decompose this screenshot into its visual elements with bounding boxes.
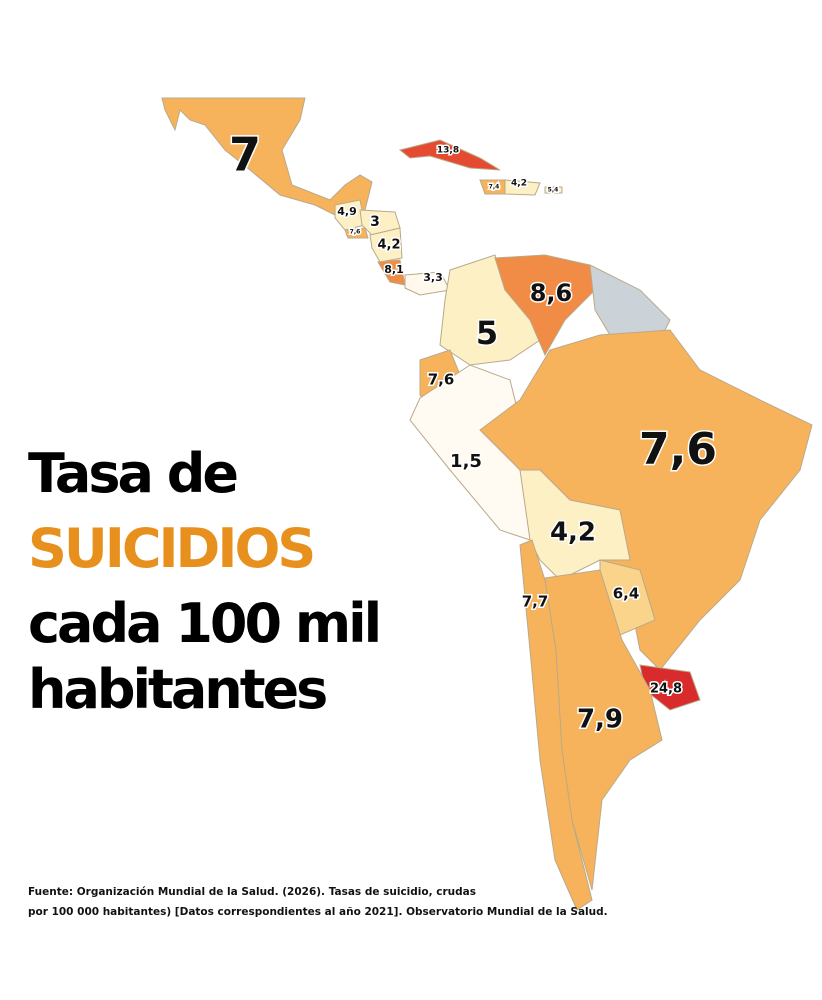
guianas (589, 264, 671, 341)
value-label: 1,5 (450, 451, 482, 472)
value-label: 4,2 (377, 238, 400, 253)
title-line: cada 100 mil (28, 592, 379, 655)
value-label: 6,4 (613, 585, 640, 603)
guatemala (334, 199, 366, 231)
value-label: 13,8 (437, 146, 459, 156)
source: por 100 000 habitantes) [Datos correspon… (28, 906, 608, 918)
panama (404, 271, 451, 296)
cuba (398, 139, 501, 171)
value-label: 24,8 (650, 682, 682, 697)
nicaragua (369, 227, 403, 263)
venezuela (494, 254, 596, 357)
value-label: 7,9 (577, 705, 623, 735)
value-labels: 7 13,8 7,4 4,2 5,4 4,9 3 7,6 4,2 8,1 3,3… (227, 126, 718, 736)
value-label: 7,4 (489, 184, 500, 191)
chile (519, 539, 593, 911)
value-label: 7,6 (350, 229, 361, 236)
puerto-rico (544, 186, 563, 194)
value-label: 3 (370, 214, 380, 230)
value-label: 7 (229, 128, 261, 182)
countries (161, 97, 813, 911)
source: Fuente: Organización Mundial de la Salud… (28, 886, 476, 898)
title-line: habitantes (28, 658, 326, 721)
value-label: 4,9 (337, 205, 357, 218)
mexico (161, 97, 373, 216)
value-label: 7,6 (639, 424, 717, 475)
value-label: 3,3 (423, 271, 443, 284)
value-label: 4,2 (550, 518, 596, 548)
title-highlight: SUICIDIOS (28, 517, 313, 580)
dominican-republic (504, 179, 541, 196)
title-line: Tasa de (28, 442, 237, 505)
value-label: 4,2 (511, 179, 527, 189)
value-label: 8,1 (384, 263, 404, 276)
title: Tasa de SUICIDIOS cada 100 mil habitante… (28, 442, 382, 721)
value-label: 7,7 (522, 593, 549, 611)
value-label: 5,4 (548, 187, 559, 194)
value-label: 7,6 (428, 371, 455, 389)
el-salvador (344, 227, 369, 239)
value-label: 8,6 (530, 279, 573, 307)
value-label: 5 (476, 314, 498, 352)
